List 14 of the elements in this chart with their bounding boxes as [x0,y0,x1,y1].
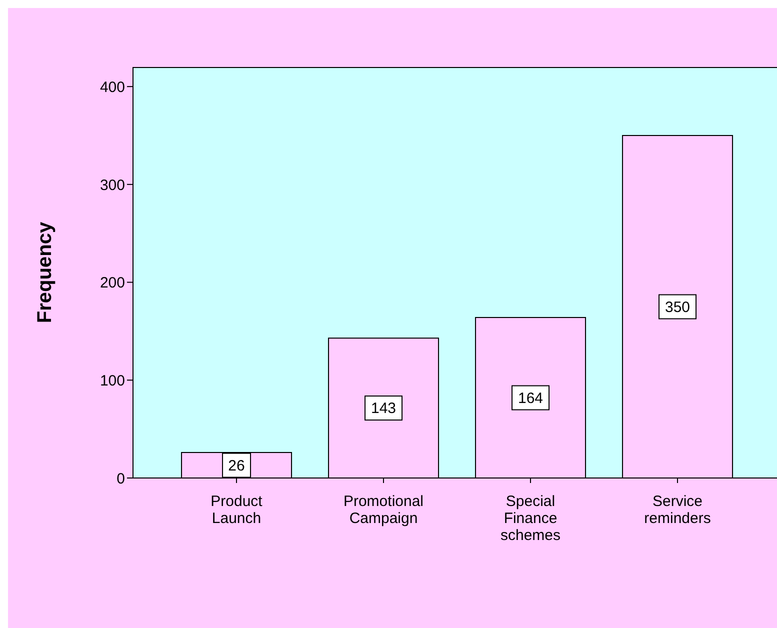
x-tick-label: Service reminders [644,493,711,527]
x-tick-label: Promotional Campaign [343,493,424,527]
y-tick-label: 100 [100,372,125,390]
data-label: 350 [665,298,690,316]
y-axis-title: Frequency [34,221,56,324]
data-label: 164 [518,390,544,407]
y-tick-label: 400 [100,78,125,96]
x-tick-label: Product Launch [210,493,264,527]
data-label: 26 [228,457,245,474]
data-label: 143 [371,400,396,418]
y-tick-label: 200 [100,274,125,292]
y-tick-label: 300 [100,176,125,194]
x-tick-label: Special Finance schemes [500,493,561,544]
y-tick-label: 0 [116,470,125,488]
